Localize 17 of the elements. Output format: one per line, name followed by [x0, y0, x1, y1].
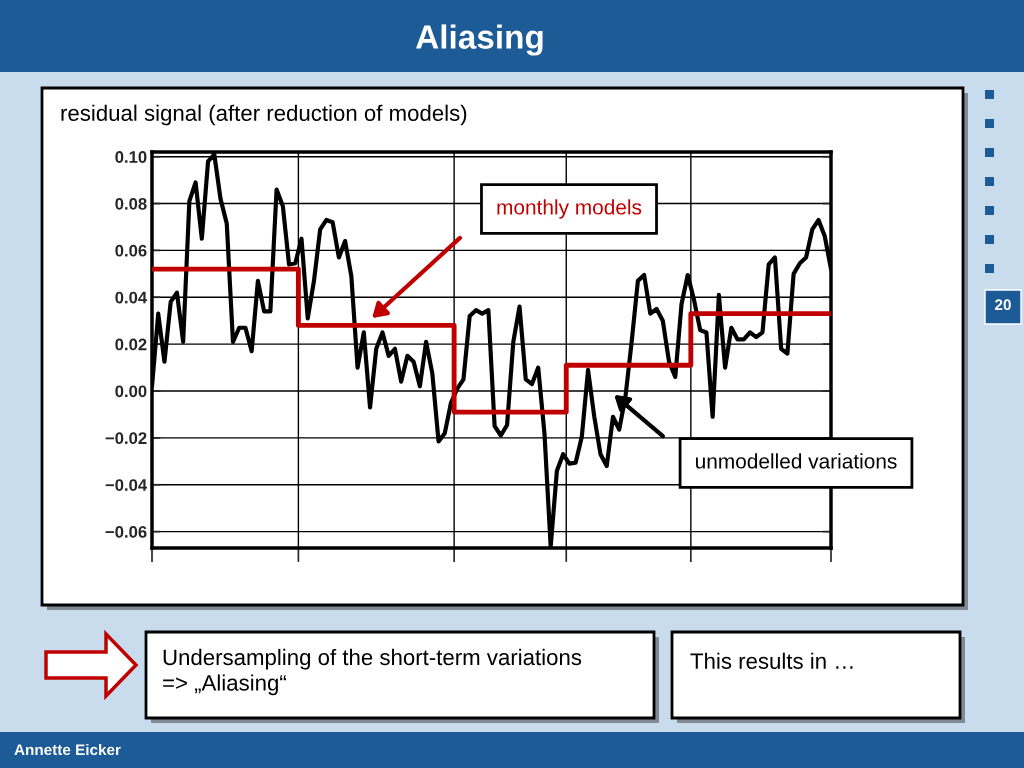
chart-subtitle: residual signal (after reduction of models) [61, 104, 467, 126]
y-tick-label: 0.08 [115, 197, 147, 210]
y-tick-label: 0.04 [115, 291, 148, 304]
y-tick-label: 0.02 [115, 338, 147, 351]
text: Annette Eicker [14, 743, 121, 756]
text: 20 [995, 299, 1011, 311]
y-tick-label: −0.02 [105, 432, 147, 445]
y-tick-label: 0.06 [115, 244, 147, 257]
chart-title: Aliasing [416, 24, 543, 56]
y-tick-label: 0.00 [115, 385, 147, 398]
y-tick-label: −0.04 [105, 479, 148, 491]
annotation: monthly models [497, 199, 642, 219]
text: This results in … [690, 652, 853, 669]
y-tick-label: −0.06 [105, 526, 147, 538]
text: Undersampling of the short-term variations => „Aliasing“ [163, 648, 582, 696]
y-tick-label: 0.10 [115, 151, 147, 163]
annotation: unmodelled variations [696, 453, 897, 469]
